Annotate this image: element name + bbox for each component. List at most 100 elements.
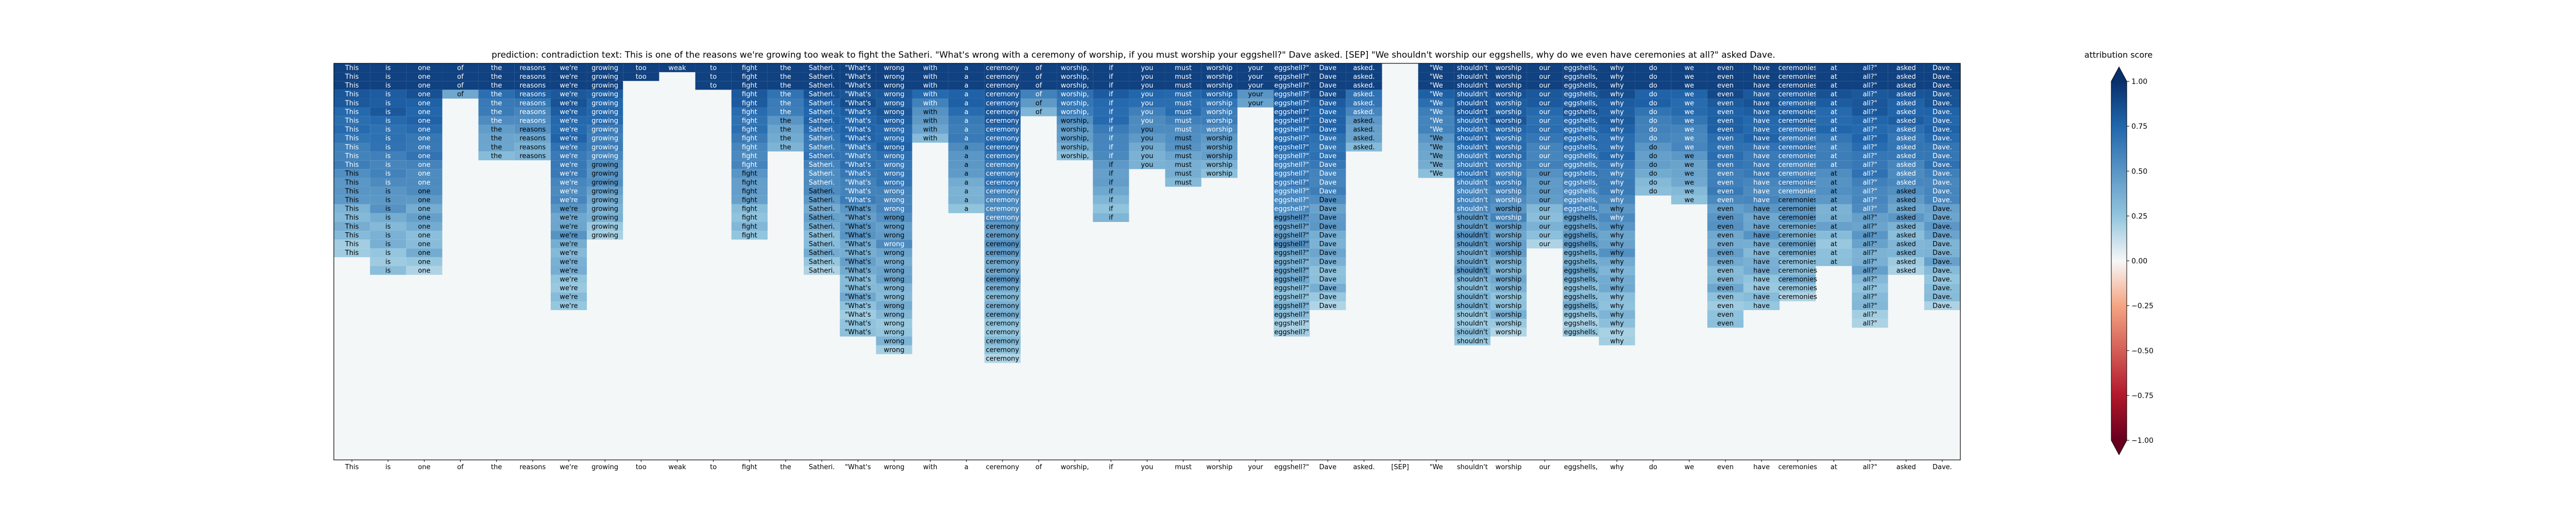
heatmap-cell xyxy=(1310,292,1346,301)
heatmap-cell xyxy=(1201,133,1238,143)
heatmap-cell-label: reasons xyxy=(519,135,546,143)
heatmap-cell-label: at xyxy=(1831,232,1837,239)
heatmap-cell xyxy=(1888,125,1924,134)
heatmap-cell-label: shouldn't xyxy=(1457,311,1488,319)
heatmap-cell-label: "We xyxy=(1430,64,1443,72)
heatmap-cell xyxy=(1816,231,1852,240)
heatmap-cell-label: eggshell?" xyxy=(1274,179,1309,186)
heatmap-cell xyxy=(1129,90,1165,99)
heatmap-cell xyxy=(1888,160,1924,169)
heatmap-cell-label: ceremonies xyxy=(1778,232,1818,239)
heatmap-cell xyxy=(1310,239,1346,249)
heatmap-cell-label: we're xyxy=(560,241,578,248)
heatmap-cell xyxy=(876,169,912,178)
heatmap-cell-label: asked xyxy=(1896,73,1916,81)
heatmap-cell xyxy=(406,257,443,266)
heatmap-cell-label: Dave xyxy=(1319,241,1336,248)
heatmap-cell-label: one xyxy=(418,197,430,204)
heatmap-cell xyxy=(1888,143,1924,152)
heatmap-cell-label: wrong xyxy=(884,302,904,310)
heatmap-cell-label: fight xyxy=(742,232,757,239)
heatmap-cell-label: a xyxy=(964,73,969,81)
heatmap-cell xyxy=(1743,107,1780,116)
heatmap-cell-label: why xyxy=(1610,108,1624,116)
heatmap-cell xyxy=(1924,248,1960,258)
heatmap-cell-label: at xyxy=(1831,187,1837,195)
heatmap-cell xyxy=(334,107,370,116)
heatmap-cell xyxy=(1527,178,1563,187)
heatmap-cell xyxy=(587,151,623,161)
heatmap-cell-label: shouldn't xyxy=(1457,241,1488,248)
heatmap-cell xyxy=(1310,274,1346,284)
heatmap-cell xyxy=(587,81,623,90)
heatmap-cell-label: ceremonies xyxy=(1778,258,1818,266)
heatmap-cell-label: shouldn't xyxy=(1457,302,1488,310)
heatmap-cell xyxy=(550,266,587,275)
heatmap-cell-label: our xyxy=(1539,99,1550,107)
heatmap-cell-label: with xyxy=(923,82,938,90)
heatmap-cell-label: at xyxy=(1831,161,1837,169)
heatmap-cell-label: we're xyxy=(560,161,578,169)
heatmap-cell-label: fight xyxy=(742,144,757,151)
heatmap-cell-label: the xyxy=(780,144,791,151)
heatmap-cell xyxy=(1924,133,1960,143)
heatmap-cell xyxy=(587,231,623,240)
heatmap-cell-label: eggshells, xyxy=(1564,285,1598,293)
heatmap-cell xyxy=(1707,151,1744,161)
heatmap-cell-label: the xyxy=(491,108,502,116)
heatmap-cell-label: wrong xyxy=(884,91,904,98)
heatmap-cell xyxy=(1274,63,1310,73)
heatmap-cell-label: Satheri. xyxy=(809,91,835,98)
heatmap-cell-label: ceremony xyxy=(986,99,1019,107)
heatmap-cell-label: worship xyxy=(1496,135,1522,143)
colorbar-gradient xyxy=(2111,81,2127,440)
heatmap-cell xyxy=(1563,257,1599,266)
heatmap-cell-label: "What's xyxy=(845,241,871,248)
heatmap-cell xyxy=(876,98,912,108)
heatmap-cell-label: Dave xyxy=(1319,152,1336,160)
heatmap-cell xyxy=(1057,151,1093,161)
heatmap-cell xyxy=(478,81,515,90)
heatmap-cell-label: eggshell?" xyxy=(1274,294,1309,301)
heatmap-cell xyxy=(1924,301,1960,311)
heatmap-cell xyxy=(1093,204,1129,213)
heatmap-cell-label: do xyxy=(1649,170,1657,178)
heatmap-cell xyxy=(1454,239,1490,249)
heatmap-cell-label: "We xyxy=(1430,73,1443,81)
heatmap-cell-label: shouldn't xyxy=(1457,294,1488,301)
heatmap-cell-label: worship xyxy=(1496,152,1522,160)
x-tick-label: shouldn't xyxy=(1457,464,1488,471)
heatmap-cell xyxy=(1780,248,1816,258)
heatmap-cell xyxy=(1346,125,1382,134)
heatmap-cell xyxy=(1165,107,1201,116)
heatmap-cell-label: worship, xyxy=(1061,144,1089,151)
heatmap-cell xyxy=(1780,204,1816,213)
heatmap-cell-label: all?" xyxy=(1863,205,1877,213)
heatmap-cell xyxy=(984,160,1021,169)
heatmap-cell-label: "What's xyxy=(845,329,871,336)
heatmap-cell xyxy=(1057,143,1093,152)
heatmap-cell-label: eggshells, xyxy=(1564,108,1598,116)
heatmap-cell-label: must xyxy=(1175,135,1192,143)
heatmap-cell xyxy=(876,248,912,258)
heatmap-cell xyxy=(912,81,948,90)
heatmap-cell xyxy=(1852,169,1888,178)
heatmap-cell-label: eggshell?" xyxy=(1274,241,1309,248)
heatmap-cell xyxy=(1527,125,1563,134)
heatmap-cell xyxy=(984,336,1021,346)
heatmap-cell xyxy=(1129,107,1165,116)
heatmap-cell xyxy=(804,125,840,134)
heatmap-cell xyxy=(1563,107,1599,116)
heatmap-cell-label: Satheri. xyxy=(809,241,835,248)
heatmap-cell xyxy=(1599,257,1635,266)
heatmap-cell-label: ceremony xyxy=(986,223,1019,231)
heatmap-cell-label: shouldn't xyxy=(1457,197,1488,204)
heatmap-cell-label: Dave xyxy=(1319,294,1336,301)
heatmap-cell-label: eggshell?" xyxy=(1274,258,1309,266)
heatmap-cell xyxy=(1671,63,1707,73)
heatmap-cell xyxy=(1671,98,1707,108)
heatmap-cell-label: worship xyxy=(1496,179,1522,186)
heatmap-cell xyxy=(1816,143,1852,152)
heatmap-cell-label: even xyxy=(1717,117,1734,125)
heatmap-cell-label: shouldn't xyxy=(1457,117,1488,125)
